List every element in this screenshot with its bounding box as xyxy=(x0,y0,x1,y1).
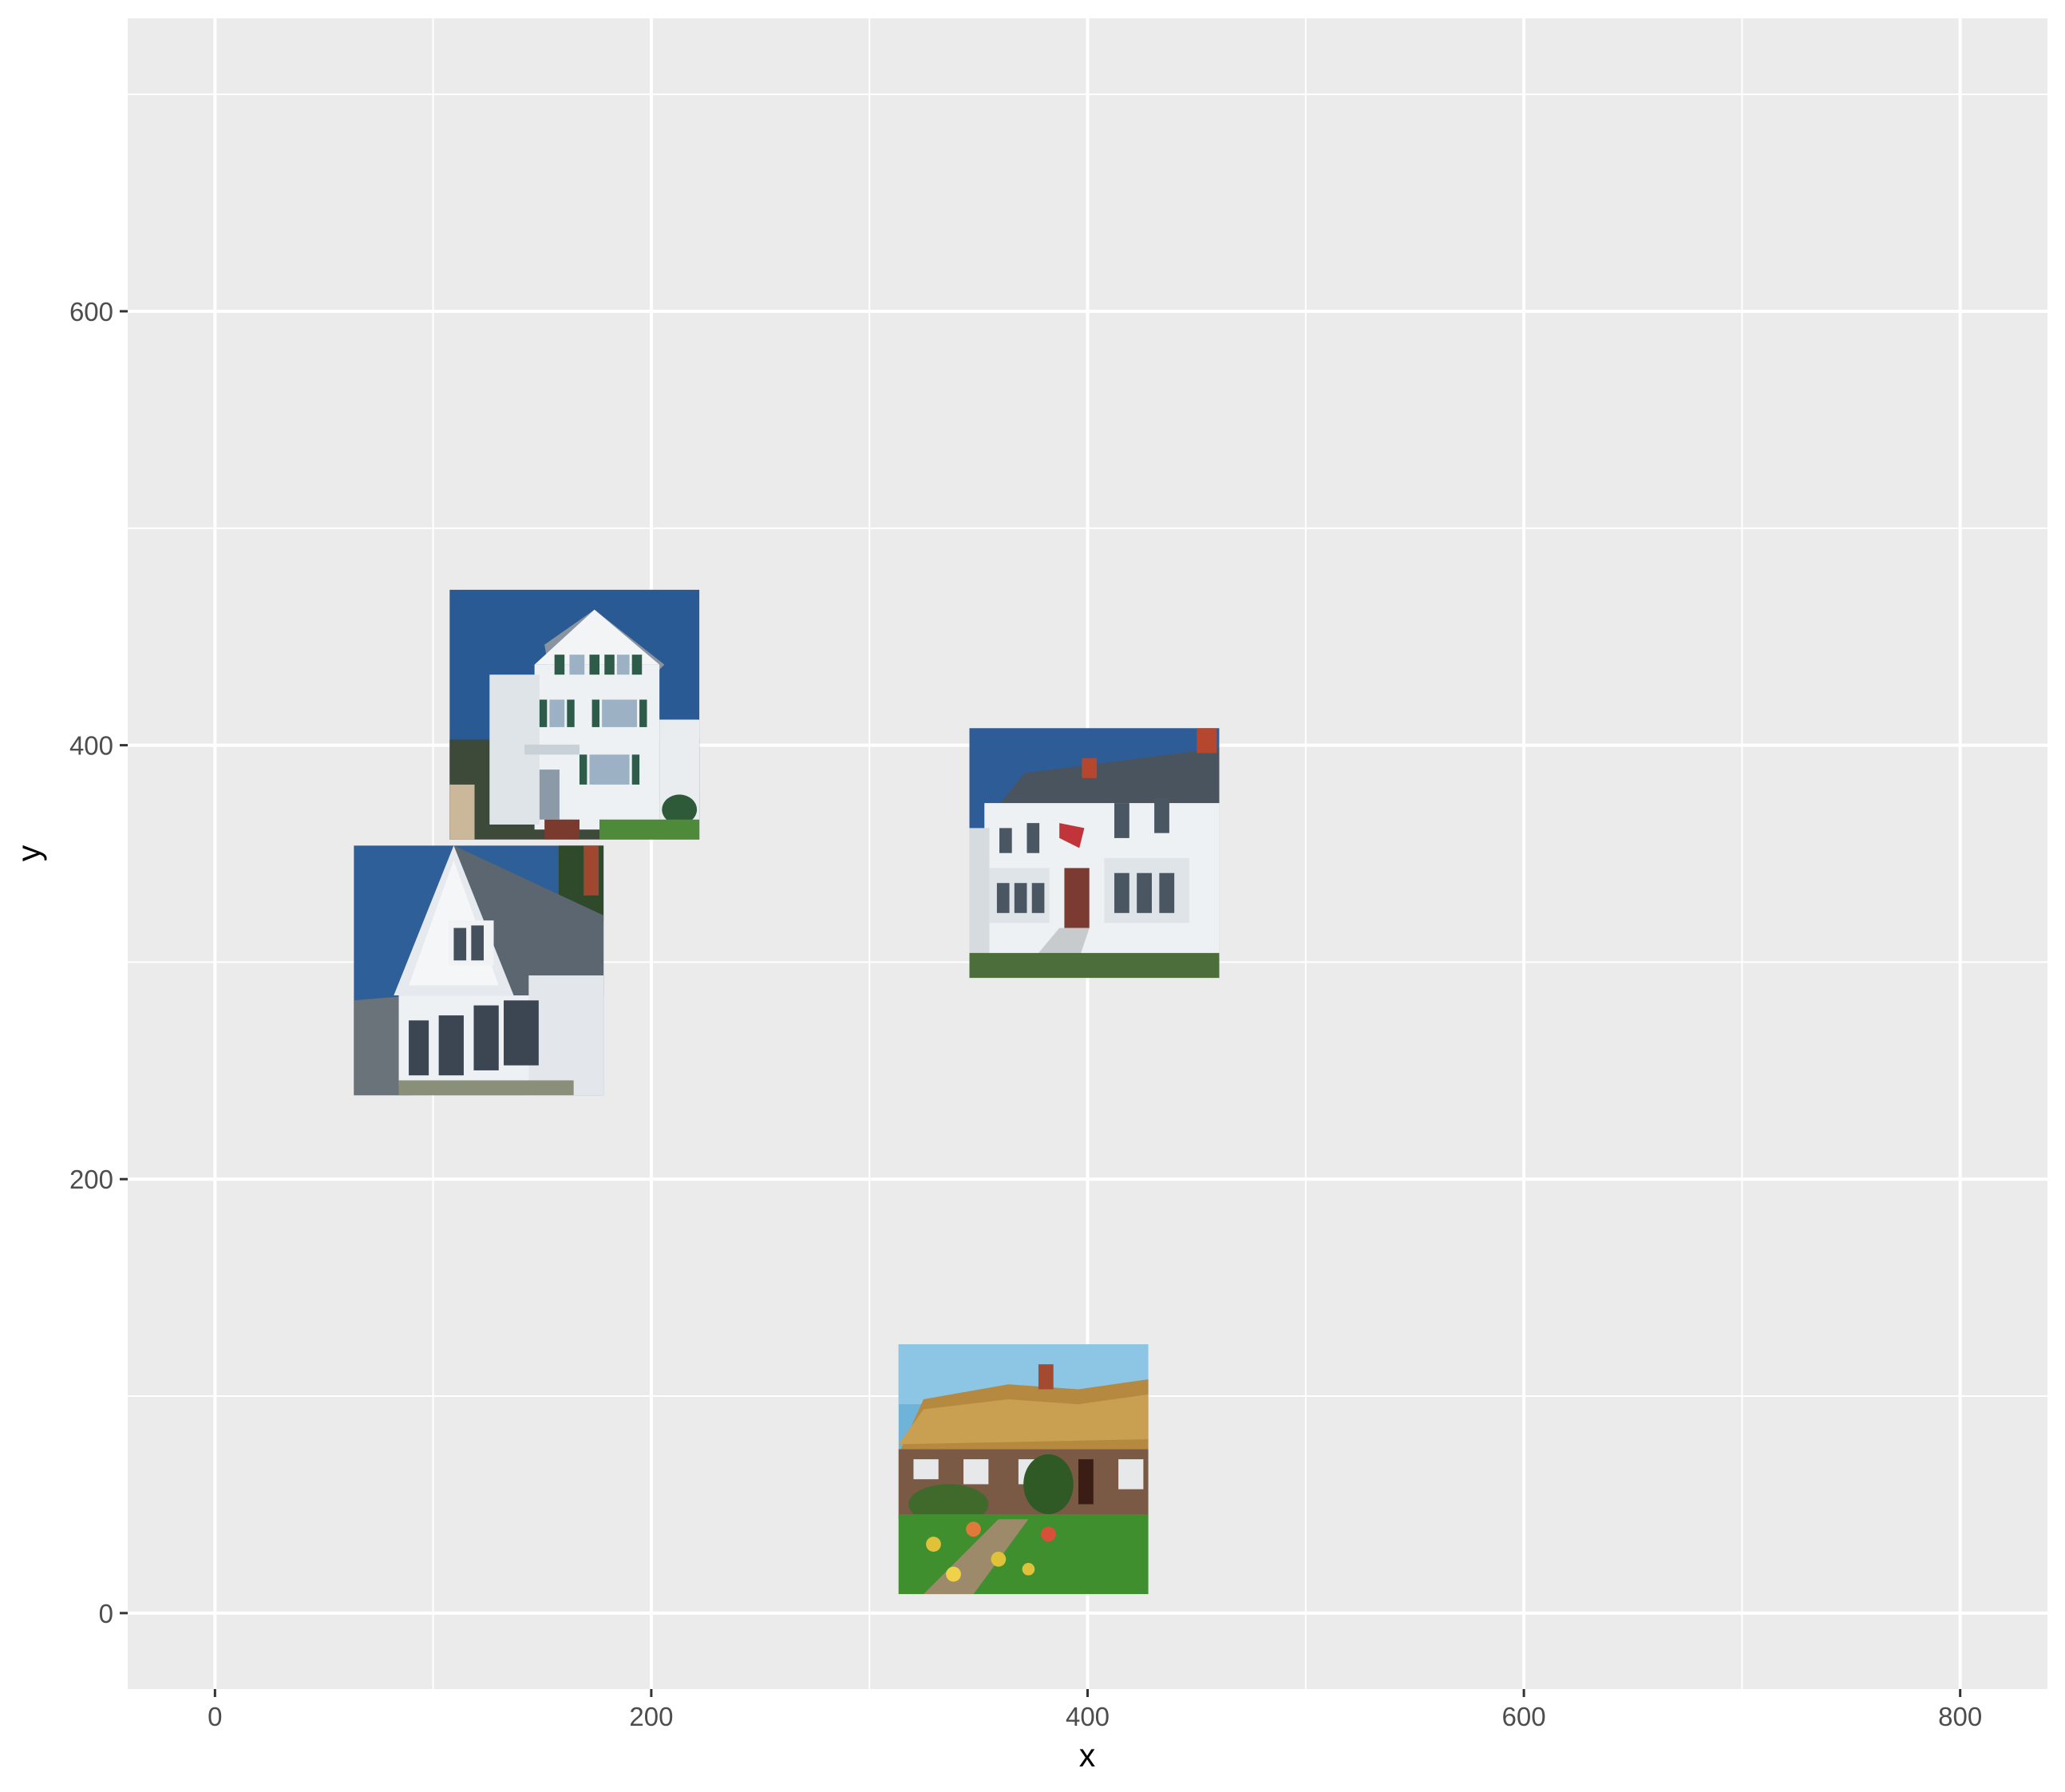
white-gabled-house-bay-window-icon xyxy=(354,845,604,1096)
y-axis: 0 200 400 600 xyxy=(69,297,128,1628)
white-three-story-house-green-shutters-icon xyxy=(449,589,700,840)
y-tick-label: 400 xyxy=(69,731,113,761)
x-axis-title: x xyxy=(1079,1737,1096,1774)
x-axis: 0 200 400 600 800 xyxy=(208,1689,1982,1731)
x-tick-label: 200 xyxy=(629,1702,673,1731)
y-axis-title: y xyxy=(10,845,47,861)
y-tick-label: 200 xyxy=(69,1165,113,1194)
x-tick-label: 800 xyxy=(1938,1702,1982,1731)
y-tick-label: 0 xyxy=(99,1599,113,1628)
y-tick-label: 600 xyxy=(69,297,113,326)
thatched-roof-cottage-garden-icon xyxy=(898,1344,1149,1595)
x-tick-label: 400 xyxy=(1066,1702,1110,1731)
x-tick-label: 0 xyxy=(208,1702,222,1731)
white-colonial-house-with-flag-icon xyxy=(969,728,1220,979)
x-tick-label: 600 xyxy=(1502,1702,1546,1731)
